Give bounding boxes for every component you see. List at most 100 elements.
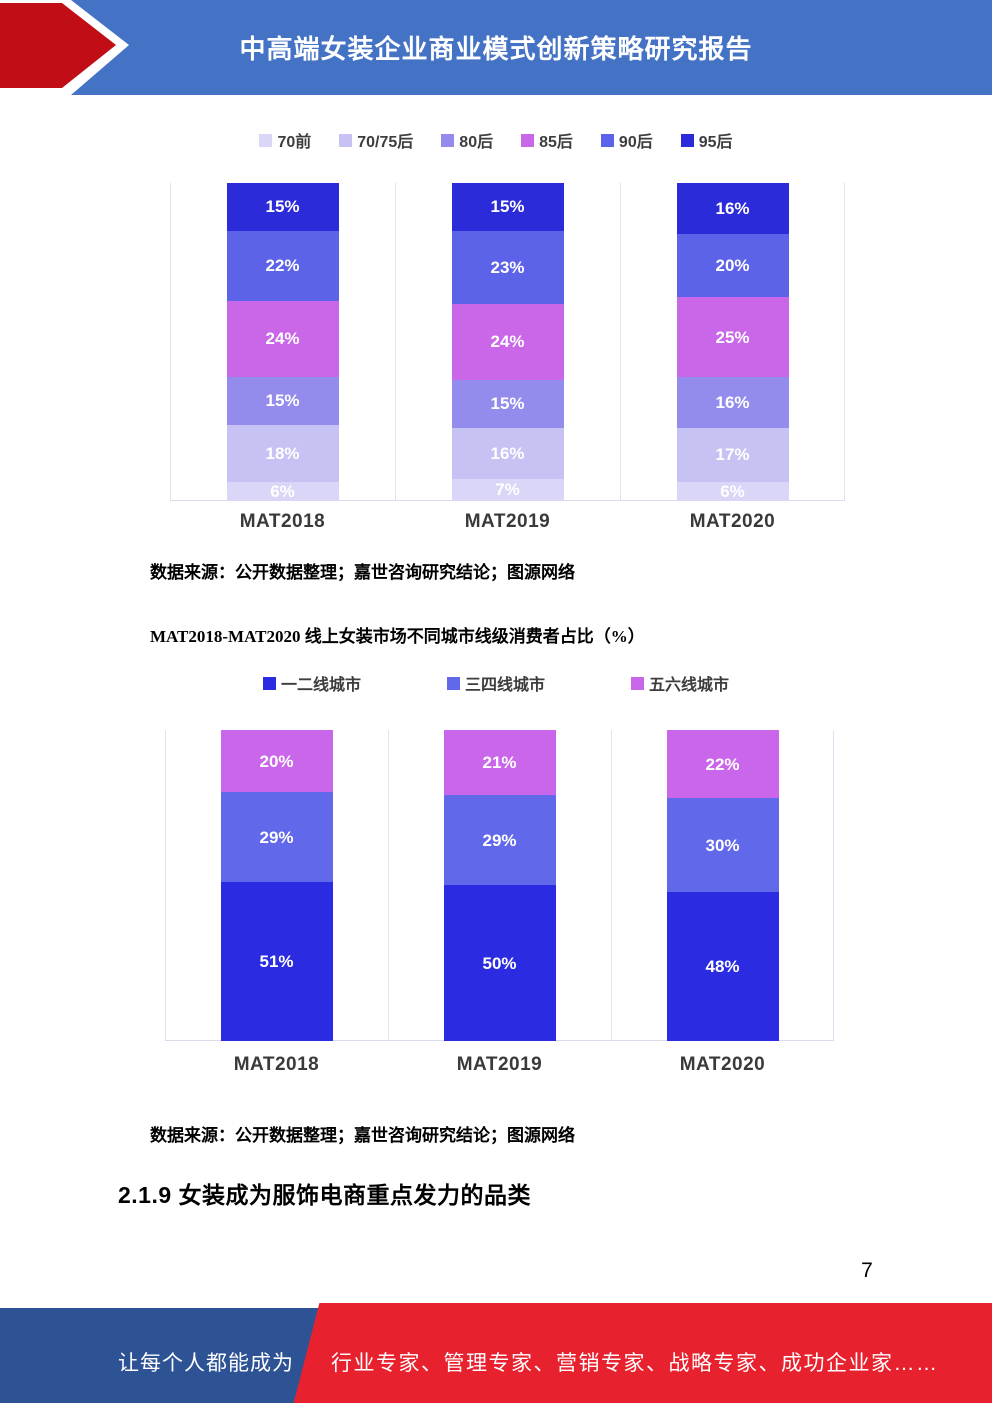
- bar-slot: 22% 30% 48%: [611, 730, 834, 1041]
- chart1-source-note: 数据来源：公开数据整理；嘉世咨询研究结论；图源网络: [150, 563, 575, 582]
- segment-value-label: 16%: [490, 443, 525, 463]
- chart2-title: MAT2018-MAT2020 线上女装市场不同城市线级消费者占比（%）: [150, 627, 645, 646]
- legend-label: 三四线城市: [464, 677, 545, 694]
- gridline: [844, 183, 845, 501]
- bar-segment-70/75后: 16%: [451, 427, 564, 479]
- legend-swatch: [631, 676, 644, 690]
- stacked-bar-MAT2018: 15% 22% 24% 15% 18% 6%: [226, 183, 339, 501]
- stacked-bar-MAT2019: 15% 23% 24% 15% 16% 7%: [451, 183, 564, 501]
- legend-label: 90后: [618, 134, 653, 151]
- bar-segment-五六线城市: 21%: [443, 730, 556, 796]
- legend-label: 80后: [459, 134, 494, 151]
- stacked-bar-MAT2018: 20% 29% 51%: [220, 730, 333, 1041]
- legend-swatch: [262, 676, 276, 690]
- bar-slot: 15% 22% 24% 15% 18% 6%: [170, 183, 395, 501]
- segment-value-label: 24%: [265, 329, 300, 349]
- bar-segment-95后: 15%: [451, 183, 564, 231]
- legend-item: 一二线城市: [262, 671, 361, 695]
- bar-segment-70前: 6%: [226, 481, 339, 501]
- category-label: MAT2020: [689, 511, 776, 532]
- legend-item: 95后: [680, 128, 733, 152]
- legend-swatch: [600, 133, 614, 147]
- category-label: MAT2019: [456, 1054, 543, 1075]
- segment-value-label: 22%: [265, 256, 300, 276]
- bar-slot: 20% 29% 51%: [165, 730, 388, 1041]
- chart1-plot-area: 15% 22% 24% 15% 18% 6% 15% 23% 24% 15% 16% 7% 16% 20%…: [170, 183, 845, 501]
- segment-value-label: 15%: [265, 197, 300, 217]
- segment-value-label: 16%: [715, 198, 750, 218]
- segment-value-label: 16%: [715, 392, 750, 412]
- legend-item: 85后: [521, 128, 573, 152]
- segment-value-label: 50%: [482, 953, 517, 973]
- bar-segment-95后: 15%: [226, 183, 339, 231]
- segment-value-label: 7%: [495, 480, 520, 500]
- legend-label: 95后: [698, 134, 733, 151]
- segment-value-label: 20%: [259, 751, 294, 771]
- footer-red-band: [293, 1303, 992, 1403]
- bar-segment-三四线城市: 29%: [220, 792, 333, 883]
- segment-value-label: 22%: [705, 754, 740, 774]
- segment-value-label: 24%: [490, 332, 525, 352]
- bar-segment-一二线城市: 48%: [666, 891, 779, 1041]
- segment-value-label: 48%: [705, 956, 740, 976]
- segment-value-label: 15%: [490, 197, 525, 217]
- segment-value-label: 51%: [259, 952, 294, 972]
- bar-segment-95后: 16%: [676, 183, 789, 234]
- chart2-legend: 一二线城市 三四线城市 五六线城市: [0, 671, 992, 695]
- segment-value-label: 21%: [482, 753, 517, 773]
- legend-swatch: [259, 133, 273, 147]
- gridline: [165, 730, 166, 1041]
- legend-item: 70前: [259, 128, 311, 152]
- segment-value-label: 15%: [265, 391, 300, 411]
- legend-swatch: [521, 133, 535, 147]
- footer-slogan-right: 行业专家、管理专家、营销专家、战略专家、成功企业家……: [331, 1352, 939, 1375]
- legend-item: 五六线城市: [631, 671, 729, 695]
- footer-banner: 让每个人都能成为 行业专家、管理专家、营销专家、战略专家、成功企业家……: [0, 1303, 992, 1403]
- section-heading: 2.1.9 女装成为服饰电商重点发力的品类: [118, 1182, 532, 1208]
- segment-value-label: 18%: [265, 443, 300, 463]
- bar-segment-70/75后: 17%: [676, 427, 789, 482]
- segment-value-label: 25%: [715, 327, 750, 347]
- bar-segment-85后: 24%: [451, 303, 564, 381]
- segment-value-label: 17%: [715, 445, 750, 465]
- bar-segment-五六线城市: 22%: [666, 730, 779, 799]
- header-banner: 中高端女装企业商业模式创新策略研究报告: [0, 0, 992, 95]
- legend-swatch: [339, 133, 353, 147]
- bar-segment-90后: 23%: [451, 230, 564, 304]
- bar-segment-80后: 16%: [676, 376, 789, 428]
- category-label: MAT2018: [233, 1054, 320, 1075]
- bar-segment-三四线城市: 29%: [443, 795, 556, 886]
- legend-label: 70/75后: [357, 134, 414, 151]
- segment-value-label: 29%: [259, 827, 294, 847]
- stacked-bar-MAT2020: 22% 30% 48%: [666, 730, 779, 1041]
- bar-segment-80后: 15%: [451, 380, 564, 428]
- bar-segment-90后: 22%: [226, 230, 339, 301]
- segment-value-label: 23%: [490, 257, 525, 277]
- legend-swatch: [446, 676, 460, 690]
- chart2-plot-area: 20% 29% 51% 21% 29% 50% 22% 30% 48%: [165, 730, 834, 1041]
- legend-swatch: [680, 133, 694, 147]
- bar-segment-五六线城市: 20%: [220, 730, 333, 793]
- gridline: [610, 730, 612, 1041]
- segment-value-label: 15%: [490, 394, 525, 414]
- bar-segment-70前: 6%: [676, 481, 789, 501]
- legend-label: 五六线城市: [649, 677, 730, 694]
- legend-item: 三四线城市: [446, 671, 545, 695]
- chart2-source-note: 数据来源：公开数据整理；嘉世咨询研究结论；图源网络: [150, 1126, 575, 1145]
- legend-item: 70/75后: [339, 128, 413, 152]
- gridline: [394, 183, 396, 501]
- footer-slogan-left: 让每个人都能成为: [118, 1352, 294, 1375]
- legend-label: 一二线城市: [280, 677, 361, 694]
- segment-value-label: 6%: [720, 481, 745, 501]
- bar-segment-85后: 24%: [226, 300, 339, 377]
- bar-segment-70前: 7%: [451, 478, 564, 501]
- report-title: 中高端女装企业商业模式创新策略研究报告: [239, 34, 753, 64]
- gridline: [170, 183, 171, 501]
- bar-segment-90后: 20%: [676, 233, 789, 298]
- bar-segment-一二线城市: 51%: [220, 882, 333, 1041]
- legend-swatch: [441, 133, 455, 147]
- segment-value-label: 29%: [482, 830, 517, 850]
- gridline: [619, 183, 621, 501]
- legend-item: 80后: [441, 128, 493, 152]
